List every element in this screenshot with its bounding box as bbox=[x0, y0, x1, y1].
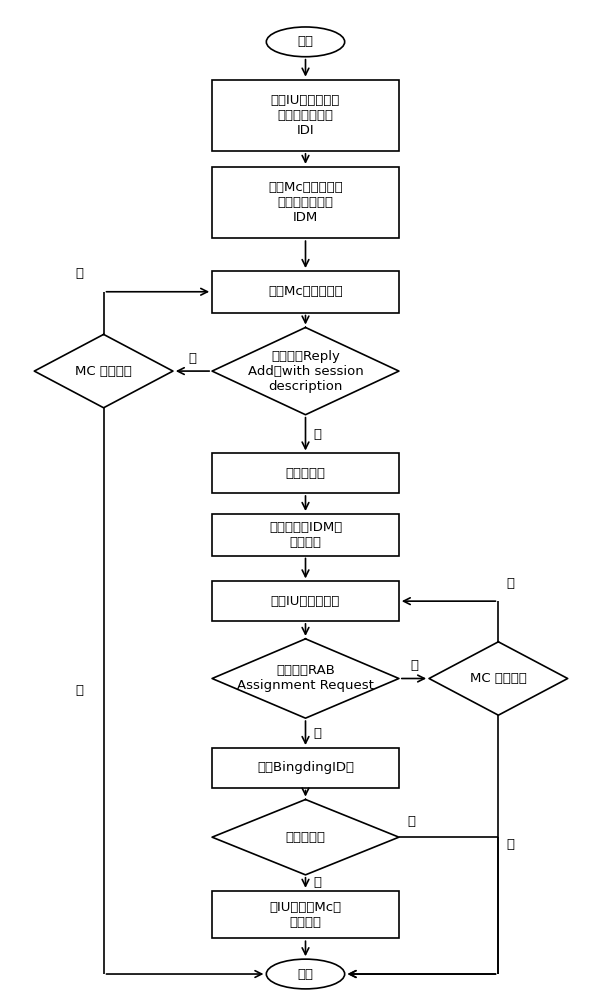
Text: 提取BingdingID值: 提取BingdingID值 bbox=[257, 761, 354, 774]
Text: 建立IU口呼叫跟踪
流程，获取标识
IDI: 建立IU口呼叫跟踪 流程，获取标识 IDI bbox=[271, 94, 340, 137]
Text: 是: 是 bbox=[76, 684, 84, 697]
Text: MC 流程结束: MC 流程结束 bbox=[75, 365, 132, 378]
Text: 获取消息Reply
Add，with session
description: 获取消息Reply Add，with session description bbox=[247, 350, 364, 393]
Polygon shape bbox=[34, 334, 173, 408]
Text: 是: 是 bbox=[313, 876, 321, 889]
FancyBboxPatch shape bbox=[212, 453, 399, 493]
FancyBboxPatch shape bbox=[212, 167, 399, 238]
FancyBboxPatch shape bbox=[212, 271, 399, 313]
Ellipse shape bbox=[266, 959, 345, 989]
FancyBboxPatch shape bbox=[212, 748, 399, 788]
Text: 否: 否 bbox=[76, 267, 84, 280]
FancyBboxPatch shape bbox=[212, 514, 399, 556]
Text: 结束: 结束 bbox=[298, 968, 313, 981]
Text: 否: 否 bbox=[507, 577, 514, 590]
Text: 将IU流程和Mc口
流程合并: 将IU流程和Mc口 流程合并 bbox=[269, 901, 342, 929]
Polygon shape bbox=[212, 799, 399, 875]
Text: 否: 否 bbox=[189, 352, 197, 365]
Text: 提取端口值: 提取端口值 bbox=[285, 467, 326, 480]
Text: 建立Mc口呼叫跟踪
流程，获取标识
IDM: 建立Mc口呼叫跟踪 流程，获取标识 IDM bbox=[268, 181, 343, 224]
Text: 获取消息RAB
Assignment Request: 获取消息RAB Assignment Request bbox=[237, 664, 374, 692]
Text: 是: 是 bbox=[313, 428, 321, 441]
FancyBboxPatch shape bbox=[212, 581, 399, 621]
Text: 是: 是 bbox=[507, 838, 514, 851]
FancyBboxPatch shape bbox=[212, 891, 399, 938]
Polygon shape bbox=[429, 642, 568, 715]
Text: 查询数据库: 查询数据库 bbox=[285, 831, 326, 844]
Text: 将端口值和IDM存
储数据库: 将端口值和IDM存 储数据库 bbox=[269, 521, 342, 549]
Polygon shape bbox=[212, 327, 399, 415]
Text: 开始: 开始 bbox=[298, 35, 313, 48]
FancyBboxPatch shape bbox=[212, 80, 399, 151]
Text: 否: 否 bbox=[407, 815, 415, 828]
Ellipse shape bbox=[266, 27, 345, 57]
Text: 否: 否 bbox=[410, 659, 418, 672]
Text: 监控Mc口捕获消息: 监控Mc口捕获消息 bbox=[268, 285, 343, 298]
Text: MC 流程结束: MC 流程结束 bbox=[470, 672, 527, 685]
Text: 是: 是 bbox=[313, 727, 321, 740]
Text: 监控IU口捕获消息: 监控IU口捕获消息 bbox=[271, 595, 340, 608]
Polygon shape bbox=[212, 639, 399, 718]
